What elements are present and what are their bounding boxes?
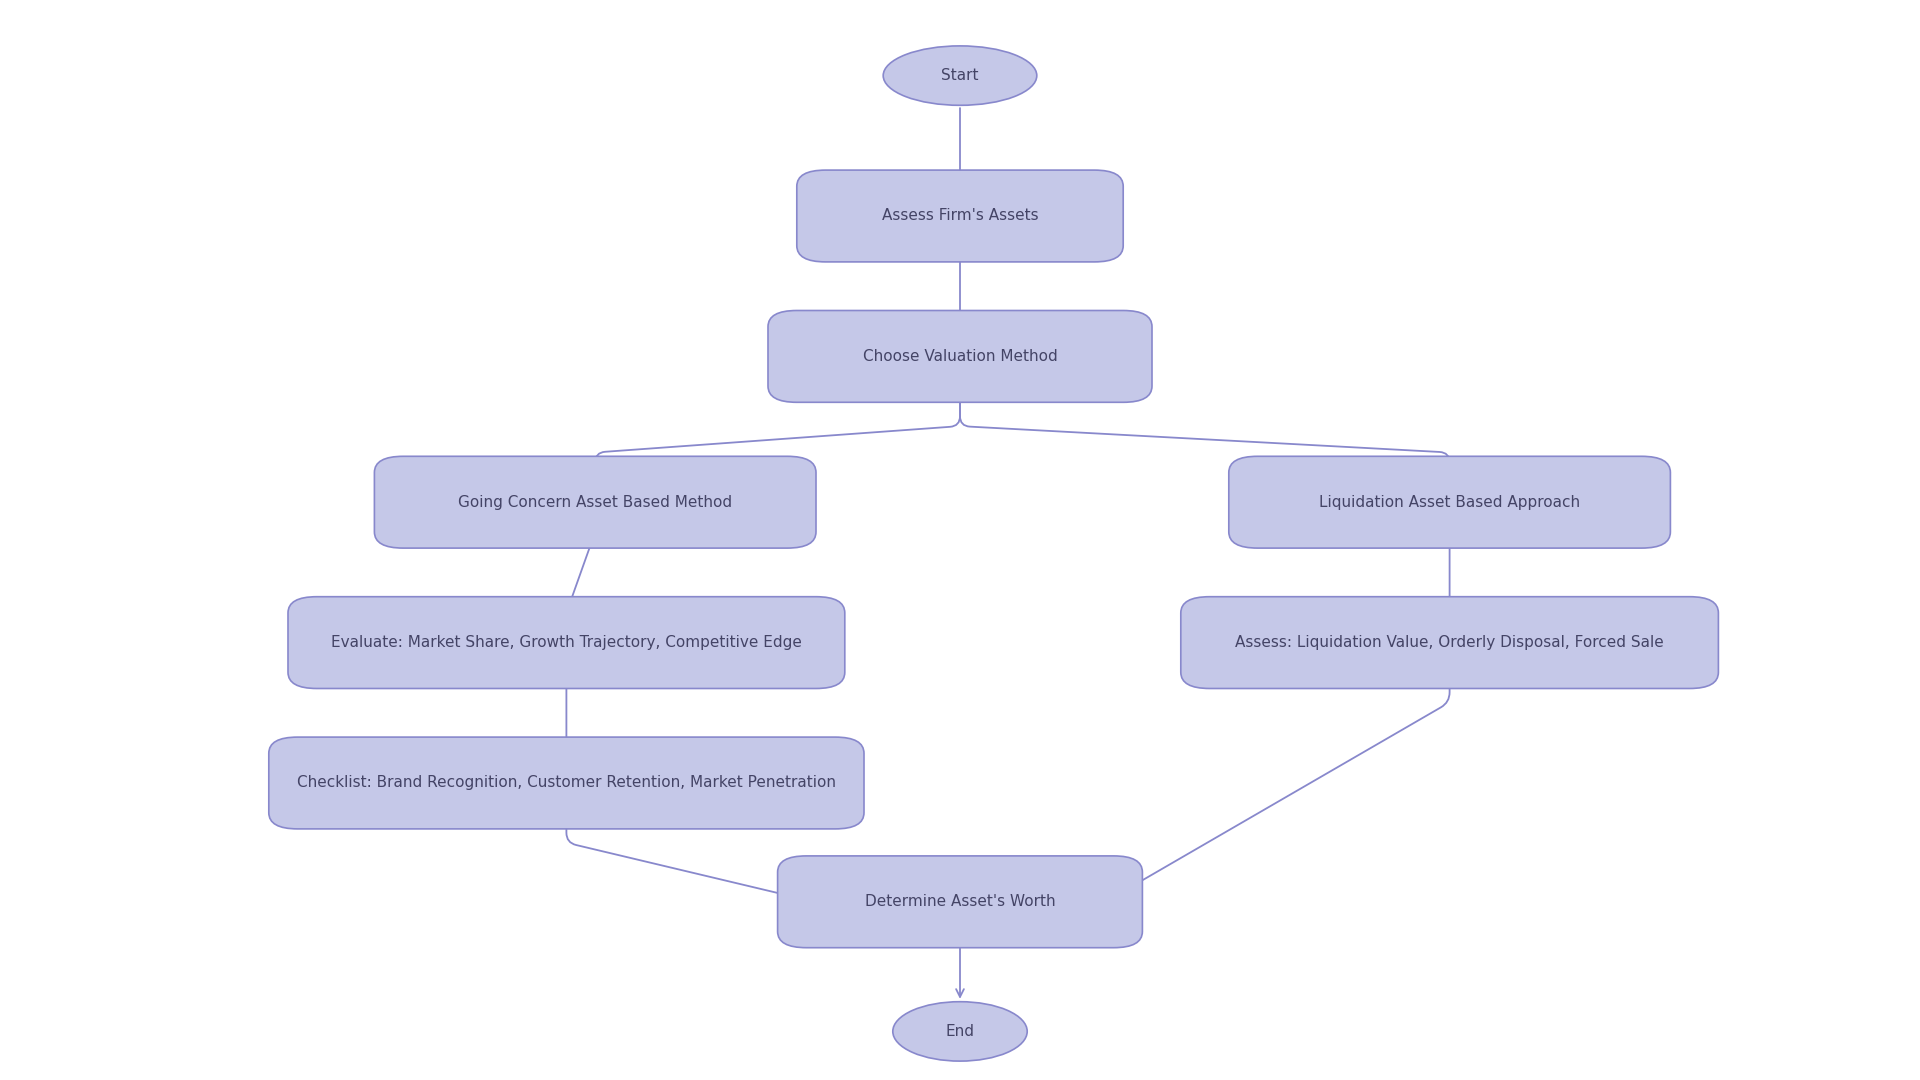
FancyBboxPatch shape [374, 456, 816, 548]
Text: Checklist: Brand Recognition, Customer Retention, Market Penetration: Checklist: Brand Recognition, Customer R… [298, 775, 835, 791]
FancyBboxPatch shape [288, 596, 845, 689]
Text: Assess Firm's Assets: Assess Firm's Assets [881, 208, 1039, 224]
Text: Assess: Liquidation Value, Orderly Disposal, Forced Sale: Assess: Liquidation Value, Orderly Dispo… [1235, 635, 1665, 650]
Text: End: End [945, 1024, 975, 1039]
FancyBboxPatch shape [797, 170, 1123, 261]
FancyBboxPatch shape [778, 855, 1142, 948]
FancyBboxPatch shape [1181, 596, 1718, 689]
FancyBboxPatch shape [269, 737, 864, 829]
Text: Start: Start [941, 68, 979, 83]
Ellipse shape [893, 1002, 1027, 1061]
FancyBboxPatch shape [1229, 456, 1670, 548]
Text: Choose Valuation Method: Choose Valuation Method [862, 349, 1058, 364]
Text: Liquidation Asset Based Approach: Liquidation Asset Based Approach [1319, 495, 1580, 510]
Text: Going Concern Asset Based Method: Going Concern Asset Based Method [459, 495, 732, 510]
Text: Evaluate: Market Share, Growth Trajectory, Competitive Edge: Evaluate: Market Share, Growth Trajector… [330, 635, 803, 650]
FancyBboxPatch shape [768, 311, 1152, 402]
Text: Determine Asset's Worth: Determine Asset's Worth [864, 894, 1056, 909]
Ellipse shape [883, 45, 1037, 105]
